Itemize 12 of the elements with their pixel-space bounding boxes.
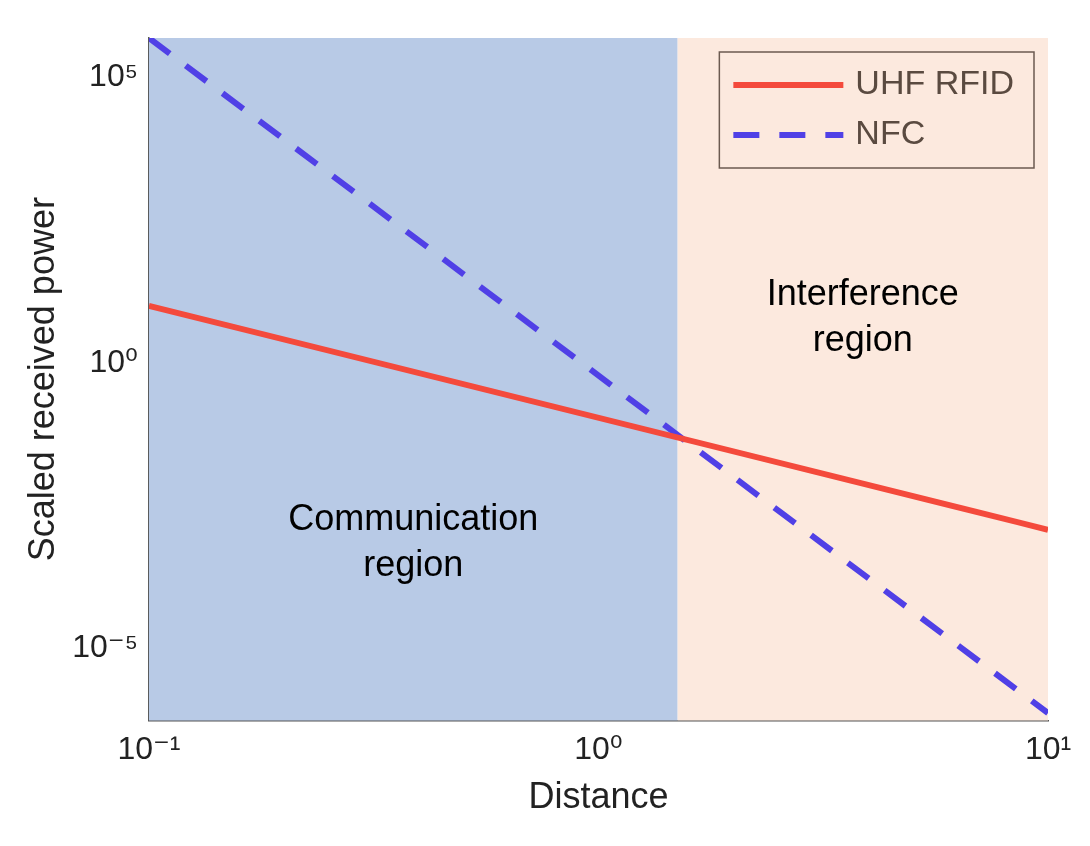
legend-label: NFC (855, 113, 926, 152)
x-tick-label: 10⁻¹ (117, 730, 181, 767)
y-tick-label: 10⁰ (89, 342, 138, 379)
x-tick-label: 10⁰ (574, 730, 623, 767)
x-tick-label: 10¹ (1024, 730, 1072, 767)
y-axis-title: Scaled received power (20, 197, 62, 562)
band-label: Communication region (288, 496, 539, 584)
x-axis-title: Distance (528, 775, 669, 817)
y-tick-label: 10⁻⁵ (72, 628, 138, 665)
band-label: Interference region (766, 271, 959, 359)
legend-label: UHF RFID (855, 63, 1015, 102)
y-tick-label: 10⁵ (89, 57, 138, 94)
